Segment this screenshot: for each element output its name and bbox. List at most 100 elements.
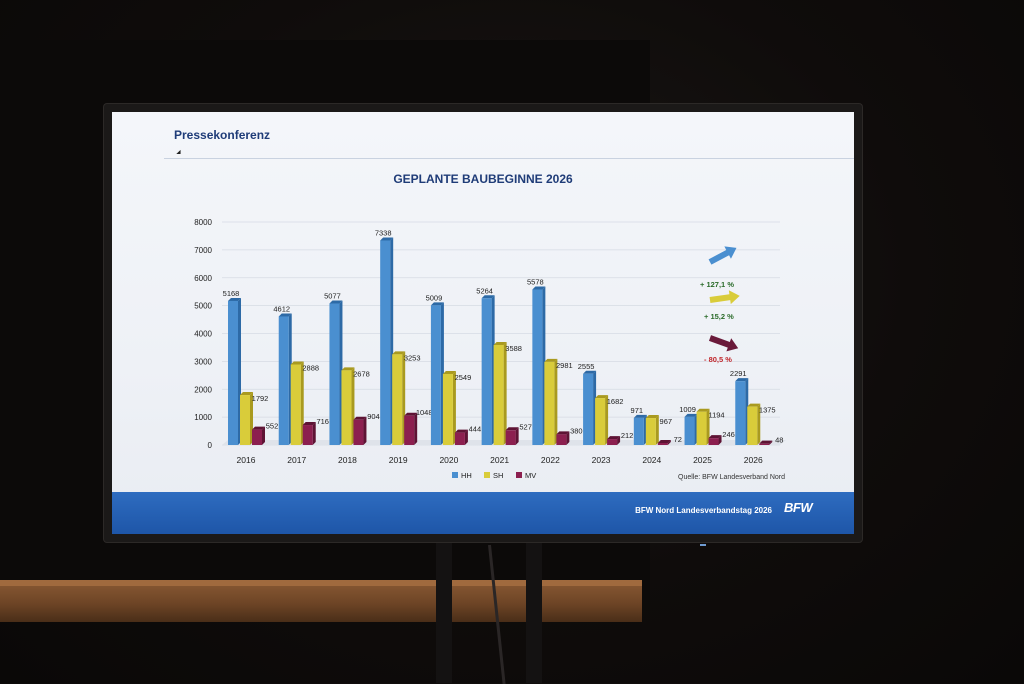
bar-side-sh [655,415,659,445]
bar-top-hh [532,286,546,290]
shelf-edge [0,580,642,586]
bar-top-sh [290,361,304,365]
data-label: 5168 [223,289,240,298]
bar-top-mv [708,435,722,439]
bar-sh [442,373,453,445]
bar-hh [532,289,543,445]
presentation-slide: Pressekonferenz GEPLANTE BAUBEGINNE 2026… [112,112,854,534]
bar-sh [392,354,403,445]
bar-top-hh [735,378,749,382]
bar-hh [380,240,391,445]
x-tick-label: 2020 [439,455,458,465]
bar-top-sh [544,358,558,362]
bar-sh [595,398,606,445]
y-tick-label: 3000 [194,357,212,366]
bar-hh [228,300,238,445]
bar-hh [583,373,594,445]
y-tick-label: 5000 [194,302,212,311]
trend-label-sh: + 15,2 % [704,312,734,321]
bar-top-mv [759,440,773,444]
legend-swatch [516,472,522,478]
bar-side-mv [566,431,570,445]
data-label: 1375 [759,406,776,415]
data-label: 5264 [476,286,493,295]
logo-text: BFW [784,500,813,515]
x-tick-label: 2024 [642,455,661,465]
data-label: 2888 [302,363,319,372]
y-tick-label: 7000 [194,246,212,255]
slide-header: Pressekonferenz [174,128,271,142]
monitor: Pressekonferenz GEPLANTE BAUBEGINNE 2026… [104,104,862,542]
bar-sh [240,395,250,445]
data-label: 2549 [455,373,472,382]
bar-top-mv [302,422,316,426]
x-tick-label: 2016 [237,455,256,465]
data-label: 2555 [578,362,595,371]
bar-sh [696,411,707,445]
bar-side-mv [262,426,265,445]
bar-top-sh [747,403,761,407]
data-label: 1048 [416,408,433,417]
data-label: 48 [775,436,783,445]
y-tick-label: 8000 [194,218,212,227]
y-tick-label: 0 [208,441,213,450]
bar-sh [493,344,504,445]
data-label: 444 [469,425,482,434]
trend-label-mv: - 80,5 % [704,355,732,364]
bar-top-sh [595,395,609,399]
data-label: 1792 [252,394,269,403]
x-tick-label: 2022 [541,455,560,465]
bar-hh [684,416,695,445]
bfw-logo: BFW [784,500,824,522]
bar-side-sh [300,361,304,445]
bar-sh [645,418,656,445]
power-led-icon [700,544,706,546]
bar-side-mv [363,416,367,445]
bar-top-sh [341,367,355,371]
bar-side-mv [718,435,722,445]
bar-top-hh [430,302,444,306]
x-tick-label: 2019 [389,455,408,465]
bar-hh [329,303,340,445]
legend-swatch [484,472,490,478]
data-label: 4612 [273,304,290,313]
bar-side-mv [769,440,773,445]
data-label: 904 [367,412,380,421]
bar-top-mv [505,427,519,431]
trend-arrow-down-icon [708,335,739,352]
bar-chart: 0 1000 2000 3000 4000 5000 6000 7000 8000 5168 179… [194,218,786,480]
bar-hh [633,417,644,445]
bar-top-mv [252,426,265,430]
y-tick-label: 4000 [194,330,212,339]
trend-arrow-up-icon [708,246,737,265]
bar-side-mv [515,427,519,445]
data-label: 967 [660,417,673,426]
x-tick-label: 2026 [744,455,763,465]
bar-sh [544,361,555,445]
data-label: 971 [631,406,644,415]
bar-mv [454,432,465,445]
bar-top-mv [607,436,621,440]
bar-mv [708,438,719,445]
bar-side-sh [706,408,710,445]
legend-label: SH [493,471,503,480]
bar-top-hh [481,295,495,299]
bar-top-sh [645,415,659,419]
bar-side-mv [667,439,671,445]
monitor-stand-right [526,540,542,683]
bar-hh [481,298,492,445]
bar-top-mv [454,429,468,433]
header-divider [164,158,854,159]
data-label: 1682 [607,397,624,406]
bar-hh [430,305,441,445]
bar-top-sh [442,370,456,374]
y-tick-label: 1000 [194,413,212,422]
y-tick-label: 2000 [194,385,212,394]
bar-side-sh [757,403,761,445]
bar-side-mv [312,422,316,445]
bar-mv [759,443,770,445]
data-label: 2291 [730,369,747,378]
legend-label: HH [461,471,472,480]
bar-top-sh [493,341,507,345]
data-label: 552 [266,422,279,431]
